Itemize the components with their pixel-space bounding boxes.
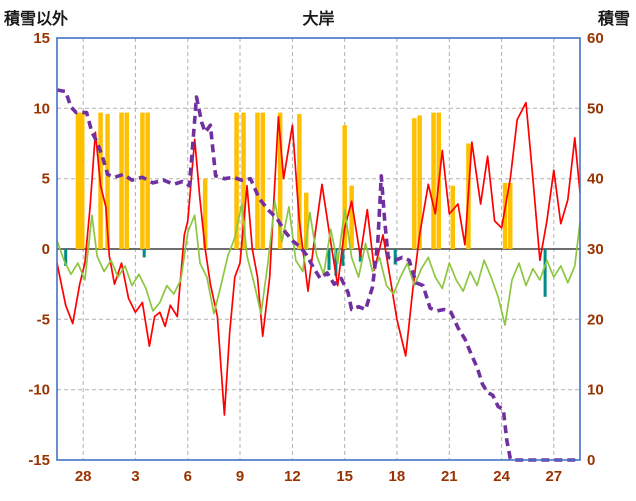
svg-text:0: 0 <box>587 452 595 469</box>
right-axis-title: 積雪 <box>597 11 630 28</box>
left-axis-title: 積雪以外 <box>4 11 69 28</box>
svg-text:12: 12 <box>284 468 301 485</box>
svg-text:24: 24 <box>493 468 510 485</box>
svg-text:50: 50 <box>587 100 604 117</box>
svg-text:-5: -5 <box>37 311 50 328</box>
chart-title: 大岸 <box>302 11 335 28</box>
svg-text:10: 10 <box>33 100 50 117</box>
svg-text:6: 6 <box>184 468 192 485</box>
svg-text:-15: -15 <box>28 452 50 469</box>
svg-text:28: 28 <box>75 468 92 485</box>
svg-text:30: 30 <box>587 241 604 258</box>
svg-text:15: 15 <box>336 468 353 485</box>
svg-text:3: 3 <box>131 468 139 485</box>
svg-text:15: 15 <box>33 30 50 47</box>
svg-text:27: 27 <box>545 468 562 485</box>
svg-text:20: 20 <box>587 311 604 328</box>
svg-text:21: 21 <box>441 468 458 485</box>
svg-text:-10: -10 <box>28 382 50 399</box>
svg-text:60: 60 <box>587 30 604 47</box>
svg-text:9: 9 <box>236 468 244 485</box>
svg-text:40: 40 <box>587 171 604 188</box>
svg-text:0: 0 <box>42 241 50 258</box>
svg-text:10: 10 <box>587 382 604 399</box>
svg-text:18: 18 <box>389 468 406 485</box>
svg-text:5: 5 <box>42 171 50 188</box>
